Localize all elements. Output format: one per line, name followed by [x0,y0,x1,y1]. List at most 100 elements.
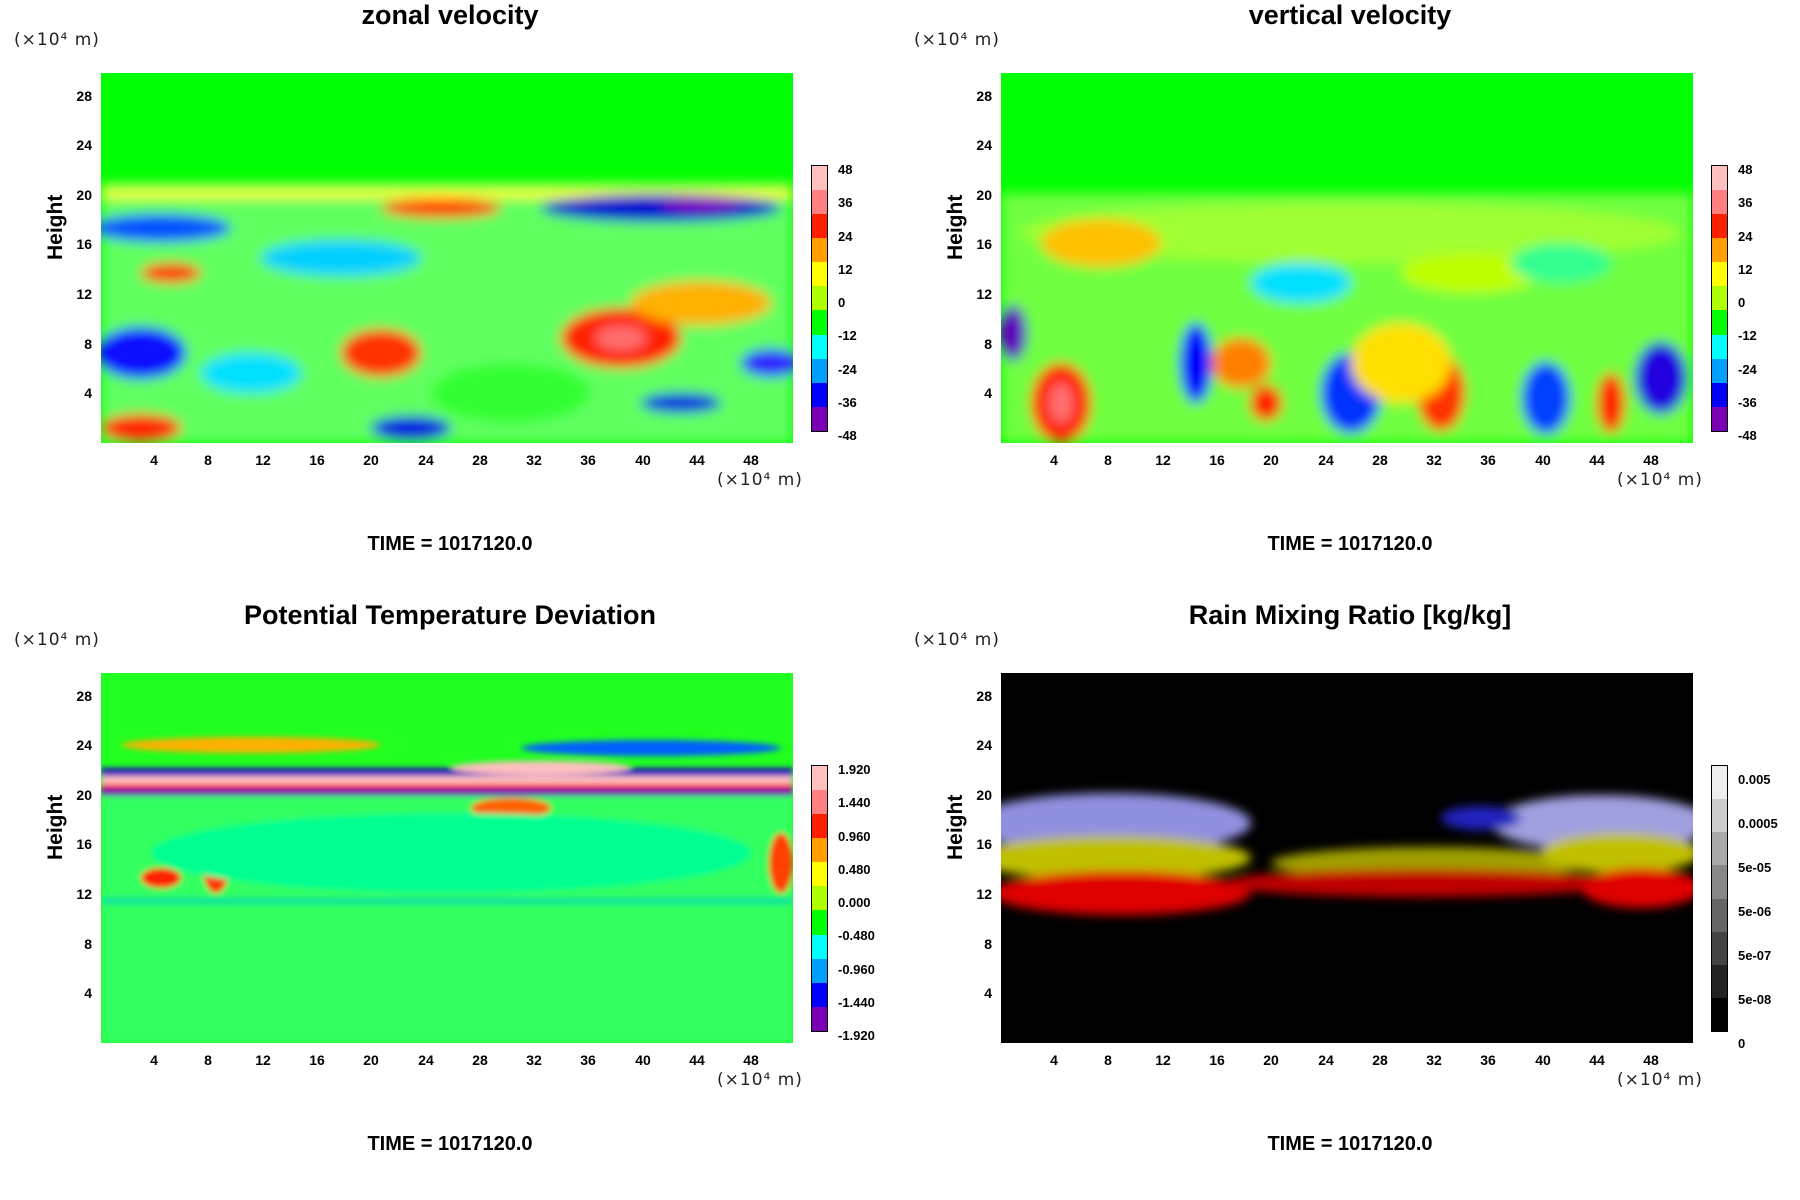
x-tick: 28 [472,1052,488,1068]
y-tick: 12 [76,886,92,902]
x-unit-label: (×10⁴ m) [1617,470,1703,490]
heatmap-svg [101,673,793,1043]
y-unit-label: (×10⁴ m) [14,630,100,650]
colorbar-label: 36 [838,195,853,210]
colorbar-segment [812,814,827,839]
colorbar-label: -36 [1738,395,1757,410]
colorbar-segment [1712,214,1727,239]
colorbar-segment [812,910,827,935]
colorbar-segment [812,190,827,215]
colorbar-segment [812,886,827,911]
x-tick: 4 [150,1052,158,1068]
x-tick: 44 [689,452,705,468]
colorbar-segment [812,214,827,239]
y-tick: 8 [84,936,92,952]
colorbar-segment [1712,799,1727,833]
colorbar-segment [1712,310,1727,335]
x-tick: 24 [1318,452,1334,468]
y-tick: 24 [976,737,992,753]
x-tick: 12 [1155,1052,1171,1068]
colorbar-label: 48 [1738,162,1753,177]
colorbar-label: -12 [838,328,857,343]
x-tick: 4 [1050,452,1058,468]
colorbar-label: 0 [838,295,846,310]
x-tick: 40 [1535,452,1551,468]
x-tick: 36 [580,1052,596,1068]
chart-panel-vertical-velocity: vertical velocity (×10⁴ m) Height [900,0,1800,600]
x-tick: 16 [309,1052,325,1068]
colorbar-segment [812,334,827,359]
y-tick: 12 [76,286,92,302]
colorbar-label: 5e-06 [1738,904,1772,919]
x-tick: 32 [1426,452,1442,468]
chart-title: Rain Mixing Ratio [kg/kg] [1188,600,1512,630]
colorbar-label: -24 [1738,362,1757,377]
heatmap-svg [1001,73,1693,443]
colorbar-label: 24 [838,229,853,244]
x-tick: 8 [204,1052,212,1068]
y-tick: 20 [976,187,992,203]
colorbar-segment [812,358,827,383]
heatmap-field [1001,673,1693,1043]
colorbar [811,165,828,432]
colorbar-label: 12 [838,262,853,277]
y-tick: 4 [984,985,992,1001]
colorbar-label: 0 [1738,1036,1746,1051]
colorbar-segment [1712,262,1727,287]
heatmap-field [1001,73,1693,443]
y-tick: 12 [976,286,992,302]
colorbar [811,765,828,1032]
colorbar-segment [812,406,827,431]
chart-panel-potential-temperature: Potential Temperature Deviation (×10⁴ m)… [0,600,900,1200]
x-tick: 48 [743,452,759,468]
colorbar-segment [812,310,827,335]
colorbar-segment [812,790,827,815]
colorbar-segment [1712,406,1727,431]
x-tick: 16 [1209,1052,1225,1068]
colorbar-label: -1.920 [838,1028,875,1043]
y-axis-label: Height [944,194,967,260]
time-label: TIME = 1017120.0 [1267,1133,1433,1155]
x-unit-label: (×10⁴ m) [717,1070,803,1090]
x-tick: 32 [526,1052,542,1068]
colorbar-label: -36 [838,395,857,410]
time-label: TIME = 1017120.0 [367,533,533,555]
x-tick: 44 [689,1052,705,1068]
colorbar-label: 36 [1738,195,1753,210]
colorbar-segment [812,238,827,263]
colorbar-segment [812,934,827,959]
x-tick: 32 [526,452,542,468]
x-tick: 44 [1589,452,1605,468]
colorbar-segment [812,1006,827,1031]
y-unit-label: (×10⁴ m) [914,30,1000,50]
y-tick: 16 [976,836,992,852]
x-tick: 8 [1104,452,1112,468]
y-tick: 12 [976,886,992,902]
colorbar-segment [1712,931,1727,965]
colorbar-label: 0.480 [838,862,871,877]
heatmap-svg [1001,673,1693,1043]
colorbar-label: 5e-05 [1738,860,1772,875]
y-tick: 24 [76,737,92,753]
heatmap-field [101,673,793,1043]
x-tick: 20 [1263,1052,1279,1068]
x-tick: 36 [1480,452,1496,468]
colorbar-label: 0.960 [838,829,871,844]
colorbar-segment [1712,358,1727,383]
x-tick: 44 [1589,1052,1605,1068]
x-tick: 16 [1209,452,1225,468]
colorbar-segment [812,862,827,887]
x-tick: 48 [1643,452,1659,468]
y-tick: 28 [76,88,92,104]
y-axis-label: Height [44,794,67,860]
colorbar-segment [1712,238,1727,263]
x-tick: 40 [635,452,651,468]
x-tick: 12 [1155,452,1171,468]
y-tick: 8 [984,336,992,352]
colorbar-segment [1712,334,1727,359]
y-tick: 28 [76,688,92,704]
x-tick: 20 [363,452,379,468]
x-tick: 36 [1480,1052,1496,1068]
y-unit-label: (×10⁴ m) [14,30,100,50]
colorbar-label: -0.960 [838,962,875,977]
